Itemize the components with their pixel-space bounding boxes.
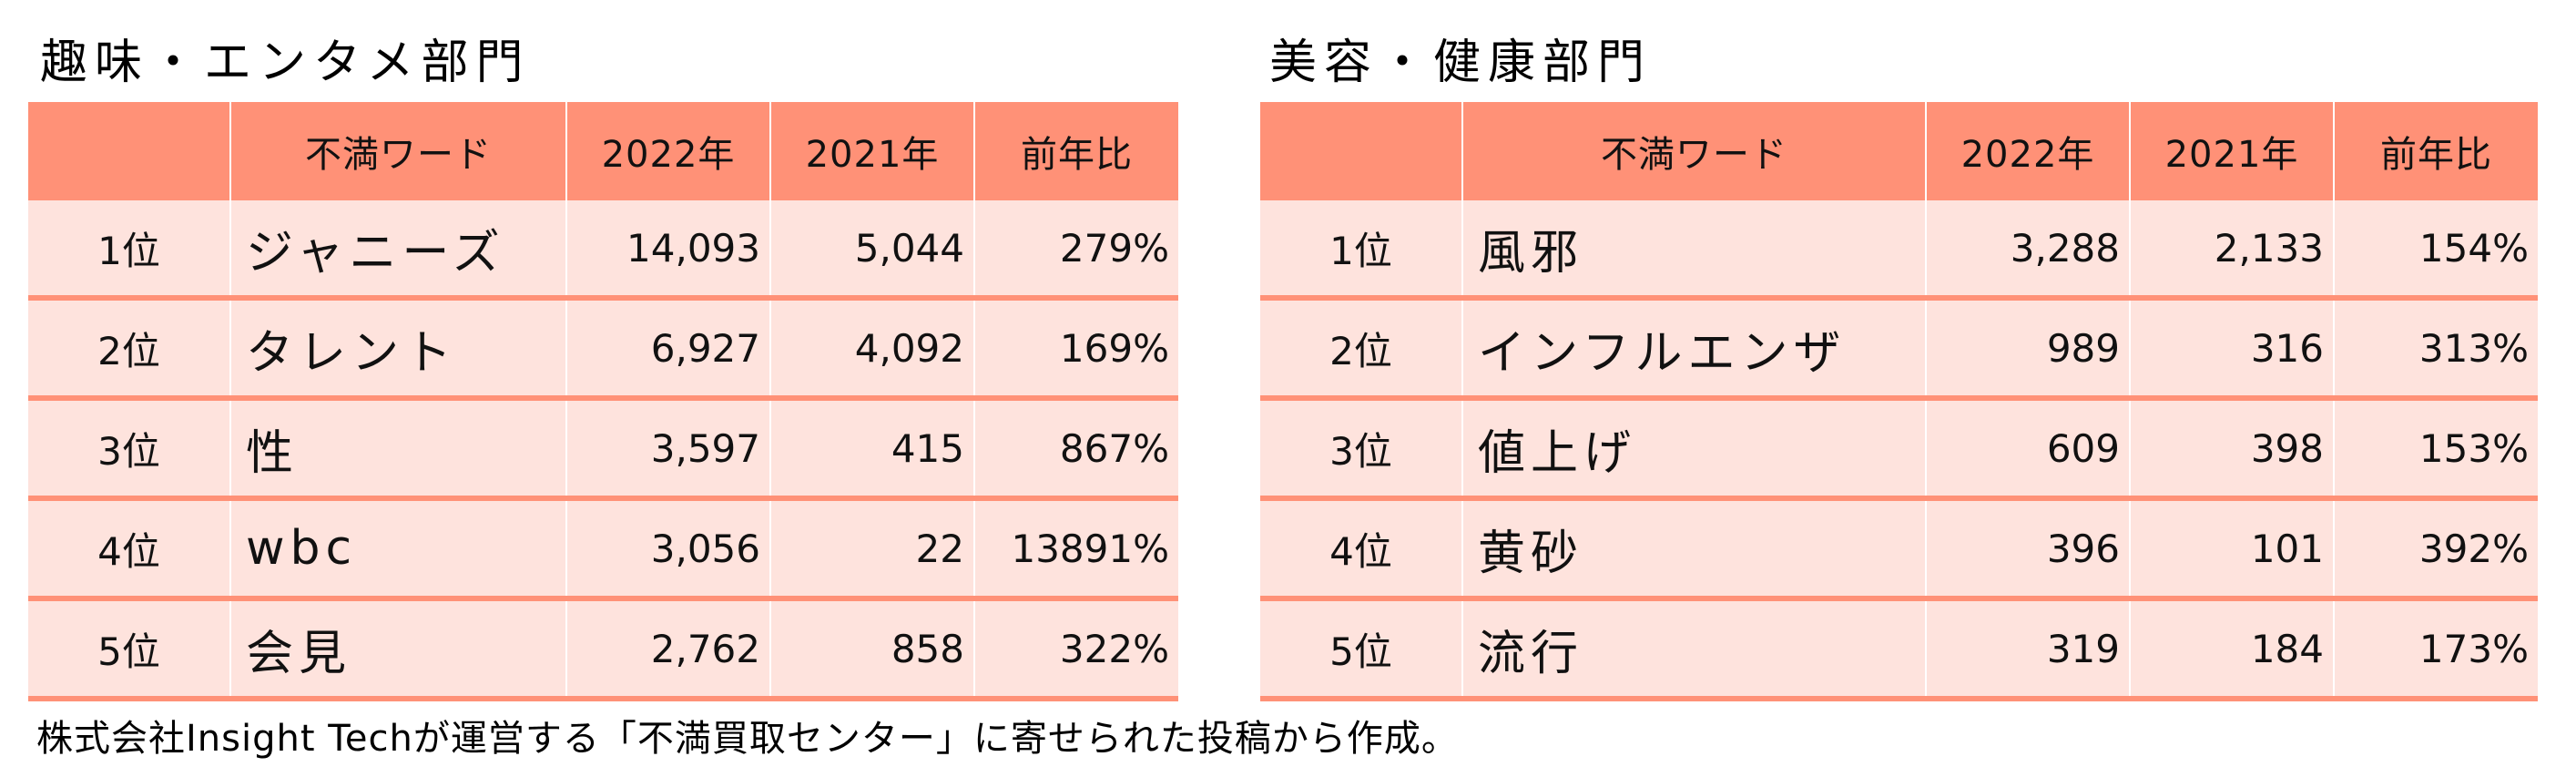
count-2022-cell: 319 xyxy=(1925,598,2130,701)
word-cell: 風邪 xyxy=(1461,200,1926,301)
count-2022-cell: 396 xyxy=(1925,498,2130,601)
ratio-cell: 173% xyxy=(2333,598,2538,701)
word-cell: 黄砂 xyxy=(1461,498,1926,601)
count-2022-cell: 2,762 xyxy=(565,598,770,701)
header-2022: 2022年 xyxy=(1925,102,2130,200)
section-title-beauty-health: 美容・健康部門 xyxy=(1269,36,1653,90)
ratio-cell: 13891% xyxy=(973,498,1178,601)
ranking-table-beauty-health: 不満ワード 2022年 2021年 前年比 1位 風邪 3,288 2,133 … xyxy=(1260,102,2538,701)
count-2022-cell: 3,597 xyxy=(565,398,770,501)
word-cell: インフルエンザ xyxy=(1461,298,1926,401)
word-cell: タレント xyxy=(229,298,566,401)
table-header-row: 不満ワード 2022年 2021年 前年比 xyxy=(1260,102,2538,200)
word-cell: 性 xyxy=(229,398,566,501)
header-complaint-word: 不満ワード xyxy=(229,102,566,200)
count-2022-cell: 6,927 xyxy=(565,298,770,401)
table-row: 1位 風邪 3,288 2,133 154% xyxy=(1260,200,2538,301)
ratio-cell: 153% xyxy=(2333,398,2538,501)
ratio-cell: 322% xyxy=(973,598,1178,701)
word-cell: 会見 xyxy=(229,598,566,701)
header-yoy-ratio: 前年比 xyxy=(973,102,1178,200)
ratio-cell: 392% xyxy=(2333,498,2538,601)
rank-cell: 1位 xyxy=(1260,200,1462,301)
count-2022-cell: 3,288 xyxy=(1925,200,2130,301)
count-2022-cell: 609 xyxy=(1925,398,2130,501)
count-2021-cell: 2,133 xyxy=(2129,200,2334,301)
table-row: 4位 黄砂 396 101 392% xyxy=(1260,498,2538,601)
table-row: 3位 性 3,597 415 867% xyxy=(28,398,1178,501)
table-header-row: 不満ワード 2022年 2021年 前年比 xyxy=(28,102,1178,200)
rank-cell: 5位 xyxy=(1260,598,1462,701)
word-cell: 値上げ xyxy=(1461,398,1926,501)
table-row: 5位 流行 319 184 173% xyxy=(1260,598,2538,701)
count-2021-cell: 5,044 xyxy=(769,200,974,301)
ratio-cell: 867% xyxy=(973,398,1178,501)
count-2021-cell: 858 xyxy=(769,598,974,701)
count-2022-cell: 14,093 xyxy=(565,200,770,301)
word-cell: wbc xyxy=(229,498,566,601)
count-2022-cell: 989 xyxy=(1925,298,2130,401)
ratio-cell: 169% xyxy=(973,298,1178,401)
count-2021-cell: 22 xyxy=(769,498,974,601)
rank-cell: 3位 xyxy=(28,398,230,501)
table-row: 1位 ジャニーズ 14,093 5,044 279% xyxy=(28,200,1178,301)
count-2021-cell: 4,092 xyxy=(769,298,974,401)
count-2021-cell: 316 xyxy=(2129,298,2334,401)
ratio-cell: 313% xyxy=(2333,298,2538,401)
word-cell: ジャニーズ xyxy=(229,200,566,301)
rank-cell: 2位 xyxy=(28,298,230,401)
ranking-table-hobby-entertainment: 不満ワード 2022年 2021年 前年比 1位 ジャニーズ 14,093 5,… xyxy=(28,102,1178,701)
rank-cell: 1位 xyxy=(28,200,230,301)
ratio-cell: 279% xyxy=(973,200,1178,301)
table-row: 5位 会見 2,762 858 322% xyxy=(28,598,1178,701)
header-2021: 2021年 xyxy=(2129,102,2334,200)
rank-cell: 3位 xyxy=(1260,398,1462,501)
count-2021-cell: 101 xyxy=(2129,498,2334,601)
header-2022: 2022年 xyxy=(565,102,770,200)
rank-cell: 4位 xyxy=(1260,498,1462,601)
rank-cell: 2位 xyxy=(1260,298,1462,401)
word-cell: 流行 xyxy=(1461,598,1926,701)
count-2021-cell: 184 xyxy=(2129,598,2334,701)
header-yoy-ratio: 前年比 xyxy=(2333,102,2538,200)
rank-cell: 4位 xyxy=(28,498,230,601)
count-2021-cell: 415 xyxy=(769,398,974,501)
section-title-hobby-entertainment: 趣味・エンタメ部門 xyxy=(40,36,531,90)
table-row: 2位 タレント 6,927 4,092 169% xyxy=(28,298,1178,401)
header-rank xyxy=(28,102,230,200)
table-row: 2位 インフルエンザ 989 316 313% xyxy=(1260,298,2538,401)
source-note: 株式会社Insight Techが運営する「不満買取センター」に寄せられた投稿か… xyxy=(36,718,1459,760)
count-2022-cell: 3,056 xyxy=(565,498,770,601)
header-2021: 2021年 xyxy=(769,102,974,200)
header-complaint-word: 不満ワード xyxy=(1461,102,1926,200)
table-row: 3位 値上げ 609 398 153% xyxy=(1260,398,2538,501)
table-row: 4位 wbc 3,056 22 13891% xyxy=(28,498,1178,601)
ratio-cell: 154% xyxy=(2333,200,2538,301)
header-rank xyxy=(1260,102,1462,200)
count-2021-cell: 398 xyxy=(2129,398,2334,501)
rank-cell: 5位 xyxy=(28,598,230,701)
